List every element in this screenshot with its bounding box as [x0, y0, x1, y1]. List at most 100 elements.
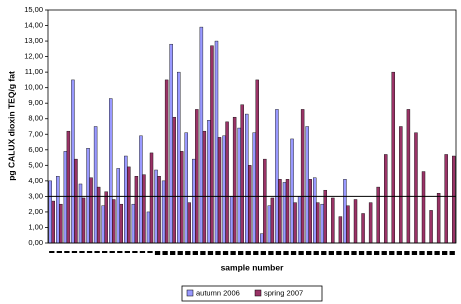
- bar: [414, 132, 418, 244]
- y-tick-label: 6,00: [28, 145, 43, 154]
- bar: [124, 155, 128, 244]
- bar: [320, 203, 324, 244]
- bar: [232, 116, 237, 244]
- bar: [282, 182, 287, 244]
- category-marker: [207, 251, 214, 255]
- bar: [297, 196, 302, 244]
- category-marker: [328, 251, 334, 255]
- bar: [108, 98, 113, 244]
- bar: [316, 202, 320, 244]
- legend-box: [181, 285, 323, 302]
- bar: [157, 176, 161, 244]
- y-tick-label: 0,00: [28, 238, 43, 247]
- bar: [214, 40, 219, 244]
- bar: [48, 180, 52, 244]
- category-marker: [366, 251, 372, 255]
- category-marker: [162, 251, 168, 255]
- bar: [436, 193, 441, 244]
- bar: [452, 155, 456, 244]
- category-marker: [71, 251, 78, 253]
- bar: [134, 176, 139, 244]
- bar: [260, 233, 264, 244]
- bar: [86, 148, 90, 244]
- y-tick-label: 2,00: [28, 207, 43, 216]
- category-marker: [381, 251, 387, 255]
- bar: [116, 168, 120, 244]
- category-marker: [275, 251, 282, 255]
- bar: [338, 216, 343, 244]
- category-marker: [79, 251, 85, 253]
- bar: [207, 120, 211, 244]
- bar: [237, 127, 241, 244]
- category-marker: [260, 251, 266, 255]
- bar: [252, 132, 256, 244]
- y-tick-label: 1,00: [28, 222, 43, 231]
- category-marker: [56, 251, 62, 253]
- plot-area: [47, 9, 457, 244]
- bar: [81, 197, 86, 244]
- bar: [293, 202, 297, 244]
- category-marker: [290, 251, 297, 255]
- category-marker: [124, 251, 130, 253]
- bar: [275, 109, 279, 244]
- bar: [127, 166, 131, 244]
- category-marker: [374, 251, 380, 255]
- bar: [343, 179, 347, 244]
- category-marker: [306, 251, 312, 255]
- bar: [305, 126, 309, 244]
- category-marker: [177, 251, 183, 255]
- bar: [59, 203, 63, 244]
- category-marker: [154, 251, 161, 255]
- category-marker: [117, 251, 123, 253]
- bar: [323, 189, 327, 244]
- bar: [202, 130, 207, 244]
- bar: [267, 205, 272, 244]
- bar: [74, 158, 78, 244]
- bar: [278, 179, 282, 244]
- bar: [240, 104, 244, 244]
- y-tick-label: 11,00: [25, 67, 43, 76]
- y-axis-title: pg CALUX dioxin TEQ/g fat: [6, 71, 16, 181]
- category-marker: [396, 251, 402, 255]
- bar: [149, 152, 154, 244]
- bar: [78, 183, 83, 244]
- bar: [104, 191, 108, 244]
- bar: [376, 186, 380, 244]
- category-marker: [449, 251, 455, 255]
- category-marker: [102, 251, 108, 253]
- y-tick-label: 12,00: [24, 52, 43, 61]
- category-marker: [419, 251, 425, 255]
- category-marker: [94, 251, 100, 253]
- bar: [154, 169, 158, 244]
- category-marker: [336, 251, 342, 255]
- category-marker: [238, 251, 244, 255]
- bar: [176, 71, 181, 244]
- bar: [429, 210, 433, 244]
- bar: [66, 130, 71, 244]
- category-marker: [200, 251, 206, 255]
- bar: [112, 199, 116, 244]
- bar: [331, 197, 335, 244]
- y-tick-label: 5,00: [28, 160, 43, 169]
- bar: [93, 126, 98, 244]
- category-marker: [86, 251, 93, 253]
- category-marker: [389, 251, 395, 255]
- bar: [406, 109, 411, 244]
- bar: [184, 132, 188, 244]
- bar: [263, 158, 267, 244]
- category-marker: [64, 251, 70, 253]
- bar: [391, 71, 395, 244]
- bar: [229, 196, 234, 244]
- bar: [285, 179, 290, 244]
- y-tick-label: 10,00: [24, 83, 43, 92]
- y-tick-label: 15,00: [24, 5, 43, 14]
- legend-label: autumn 2006: [196, 288, 240, 297]
- bar: [270, 197, 275, 244]
- legend-swatch: [254, 289, 262, 297]
- category-marker: [411, 251, 418, 255]
- category-marker: [170, 251, 176, 255]
- bar: [225, 121, 229, 244]
- bar: [169, 43, 173, 244]
- bar: [421, 171, 426, 244]
